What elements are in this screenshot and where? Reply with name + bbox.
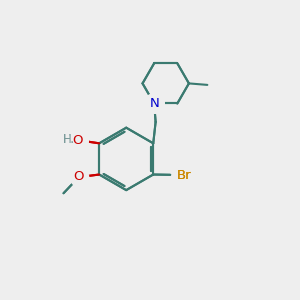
Text: N: N bbox=[149, 97, 159, 110]
Text: N: N bbox=[149, 97, 159, 110]
Text: O: O bbox=[73, 134, 83, 147]
Text: O: O bbox=[74, 170, 84, 183]
Text: Br: Br bbox=[177, 169, 192, 182]
Text: H: H bbox=[63, 133, 72, 146]
Text: H: H bbox=[63, 133, 72, 146]
Text: O: O bbox=[74, 170, 84, 183]
Text: Br: Br bbox=[177, 169, 192, 182]
Text: .: . bbox=[70, 132, 74, 146]
Text: .: . bbox=[70, 133, 74, 147]
Text: O: O bbox=[73, 134, 83, 147]
